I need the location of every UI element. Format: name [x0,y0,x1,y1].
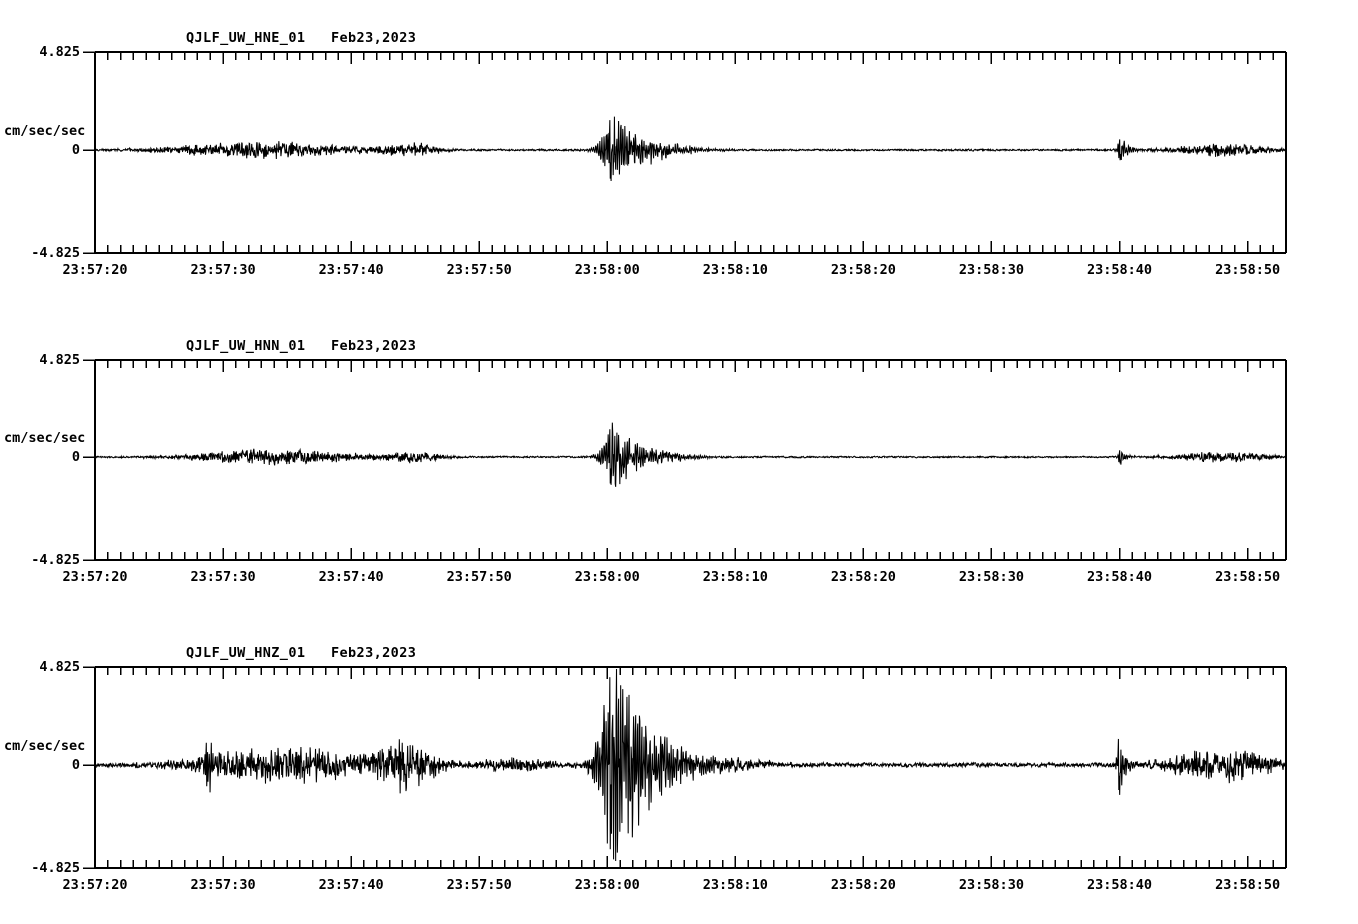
panel-hnn-xtick-3: 23:57:50 [446,569,512,585]
panel-hne-xtick-4: 23:58:00 [574,262,640,278]
panel-hne-xtick-6: 23:58:20 [830,262,896,278]
panel-hnn-xtick-1: 23:57:30 [190,569,256,585]
panel-hnz-xtick-8: 23:58:40 [1087,877,1153,893]
panel-hne-xtick-3: 23:57:50 [446,262,512,278]
panel-hne-title: QJLF_UW_HNE_01 Feb23,2023 [186,30,417,46]
panel-hnn-xtick-7: 23:58:30 [958,569,1024,585]
panel-hne-unit-label: cm/sec/sec [4,123,86,139]
panel-hnz-xtick-2: 23:57:40 [318,877,384,893]
panel-hnz-xtick-7: 23:58:30 [958,877,1024,893]
panel-hne-xtick-8: 23:58:40 [1087,262,1153,278]
panel-hnn-title: QJLF_UW_HNN_01 Feb23,2023 [186,338,417,354]
panel-hnz-yzero-label: 0 [71,757,80,773]
panel-hnn-xtick-2: 23:57:40 [318,569,384,585]
panel-hnz-xtick-0: 23:57:20 [62,877,128,893]
panel-hnz-unit-label: cm/sec/sec [4,738,86,754]
panel-hnn-unit-label: cm/sec/sec [4,430,86,446]
panel-hnn-xtick-8: 23:58:40 [1087,569,1153,585]
panel-hnz-xtick-3: 23:57:50 [446,877,512,893]
panel-hnz-xtick-4: 23:58:00 [574,877,640,893]
panel-hnn-xtick-0: 23:57:20 [62,569,128,585]
panel-hne-ymax-label: 4.825 [39,44,80,60]
panel-hnn-xtick-4: 23:58:00 [574,569,640,585]
panel-hnz-title: QJLF_UW_HNZ_01 Feb23,2023 [186,645,417,661]
panel-hnn-yzero-label: 0 [71,449,80,465]
panel-hnz-xtick-6: 23:58:20 [830,877,896,893]
panel-hnn-xtick-9: 23:58:50 [1215,569,1281,585]
panel-hne-ymin-label: -4.825 [31,245,80,261]
panel-hnz-xtick-5: 23:58:10 [702,877,768,893]
panel-hne-xtick-7: 23:58:30 [958,262,1024,278]
panel-hnz-ymin-label: -4.825 [31,860,80,876]
panel-hnn-ymax-label: 4.825 [39,352,80,368]
panel-hnz-xtick-9: 23:58:50 [1215,877,1281,893]
panel-hnn-xtick-6: 23:58:20 [830,569,896,585]
panel-hne-yzero-label: 0 [71,142,80,158]
panel-hnz-ymax-label: 4.825 [39,659,80,675]
panel-hne-xtick-5: 23:58:10 [702,262,768,278]
panel-hne-xtick-0: 23:57:20 [62,262,128,278]
panel-hne-xtick-9: 23:58:50 [1215,262,1281,278]
panel-hne-xtick-1: 23:57:30 [190,262,256,278]
panel-hnn-ymin-label: -4.825 [31,552,80,568]
panel-hnn-xtick-5: 23:58:10 [702,569,768,585]
panel-hnz-waveform [94,668,1287,862]
panel-hnz-xtick-1: 23:57:30 [190,877,256,893]
panel-hne-xtick-2: 23:57:40 [318,262,384,278]
